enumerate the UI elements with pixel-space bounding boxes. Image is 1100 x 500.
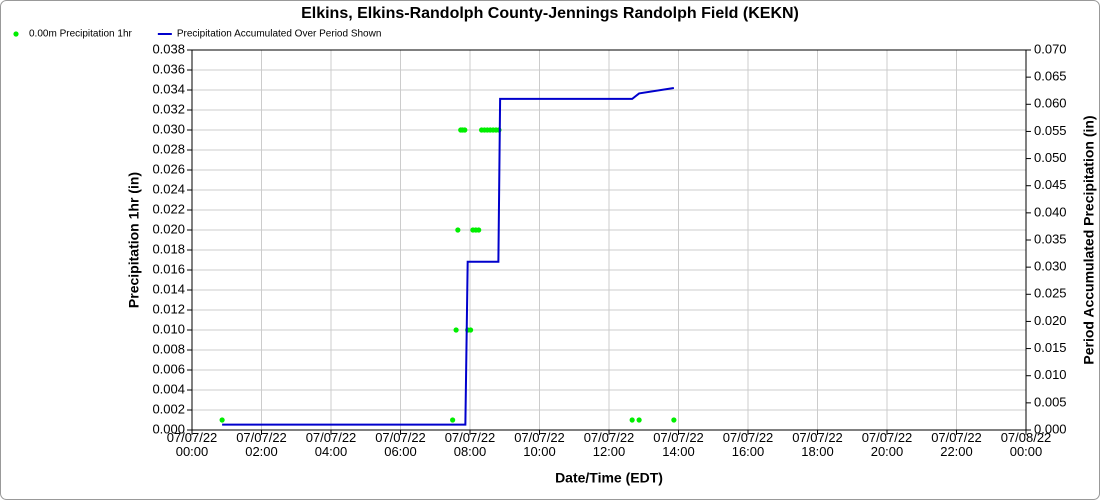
y-tick-label: 0.030 [152, 121, 185, 136]
y-tick-label: 0.000 [152, 421, 185, 436]
scatter-point [629, 417, 635, 423]
y-tick-label: 0.028 [152, 141, 185, 156]
scatter-point [476, 227, 482, 233]
y-tick-label: 0.018 [152, 241, 185, 256]
x-axis-title: Date/Time (EDT) [555, 470, 663, 486]
y-tick-label: 0.008 [152, 341, 185, 356]
y2-tick-label: 0.005 [1034, 394, 1067, 409]
y-tick-label: 0.010 [152, 321, 185, 336]
scatter-point [453, 327, 459, 333]
y-tick-label: 0.026 [152, 161, 185, 176]
legend-label: Precipitation Accumulated Over Period Sh… [177, 29, 382, 40]
x-tick-label: 07/07/22 08:00 [444, 430, 496, 459]
y-axis-title: Precipitation 1hr (in) [126, 172, 142, 308]
y2-tick-label: 0.015 [1034, 340, 1067, 355]
y2-tick-label: 0.030 [1034, 259, 1067, 274]
y2-tick-label: 0.000 [1034, 421, 1067, 436]
y2-tick-label: 0.070 [1034, 41, 1067, 56]
y2-tick-label: 0.055 [1034, 123, 1067, 138]
scatter-point [636, 417, 642, 423]
y-tick-label: 0.020 [152, 221, 185, 236]
x-tick-label: 07/07/22 22:00 [931, 430, 982, 459]
legend-marker [13, 31, 19, 37]
x-tick-label: 07/07/22 06:00 [375, 430, 426, 459]
x-tick-label: 07/07/22 14:00 [653, 430, 704, 459]
scatter-point [671, 417, 677, 423]
line [222, 87, 675, 426]
legend-label: 0.00m Precipitation 1hr [29, 29, 133, 40]
y-tick-label: 0.014 [152, 281, 185, 296]
y2-tick-label: 0.065 [1034, 69, 1067, 84]
x-tick-label: 07/07/22 00:00 [166, 430, 218, 459]
y2-tick-label: 0.035 [1034, 231, 1067, 246]
plot-frame [191, 49, 1027, 431]
scatter-point [467, 327, 474, 333]
y2-tick-label: 0.045 [1034, 177, 1067, 192]
y2-axis-title: Period Accumulated Precipitation (in) [1081, 115, 1097, 364]
y2-tick-label: 0.040 [1034, 204, 1067, 219]
y2-tick-label: 0.050 [1034, 150, 1067, 165]
y-tick-label: 0.006 [152, 361, 185, 376]
x-tick-label: 07/07/22 04:00 [305, 430, 357, 459]
y2-tick-label: 0.020 [1034, 313, 1067, 328]
y-tick-label: 0.036 [152, 61, 185, 76]
y-tick-label: 0.004 [152, 381, 185, 396]
y-tick-label: 0.034 [152, 81, 185, 96]
y-tick-label: 0.032 [152, 101, 185, 116]
y2-tick-label: 0.060 [1034, 96, 1067, 111]
y-tick-label: 0.012 [152, 301, 185, 316]
chart-title: Elkins, Elkins-Randolph County-Jennings … [301, 5, 799, 22]
x-tick-label: 07/08/22 00:00 [1000, 430, 1052, 459]
y2-tick-label: 0.025 [1034, 286, 1067, 301]
x-tick-label: 07/07/22 20:00 [861, 430, 913, 459]
x-tick-label: 07/07/22 02:00 [236, 430, 287, 459]
x-tick-label: 07/07/22 12:00 [583, 430, 635, 459]
scatter-point [219, 417, 225, 423]
scatter-point [462, 127, 468, 133]
y-tick-label: 0.002 [152, 401, 185, 416]
y-tick-label: 0.022 [152, 201, 185, 216]
scatter-point [450, 417, 456, 423]
y-tick-label: 0.024 [152, 181, 185, 196]
x-tick-label: 07/07/22 18:00 [792, 430, 843, 459]
y-tick-label: 0.016 [152, 261, 185, 276]
x-tick-label: 07/07/22 16:00 [722, 430, 774, 459]
y-tick-label: 0.038 [152, 41, 185, 56]
scatter-point [455, 227, 461, 233]
x-tick-label: 07/07/22 10:00 [514, 430, 565, 459]
y2-tick-label: 0.010 [1034, 367, 1067, 382]
